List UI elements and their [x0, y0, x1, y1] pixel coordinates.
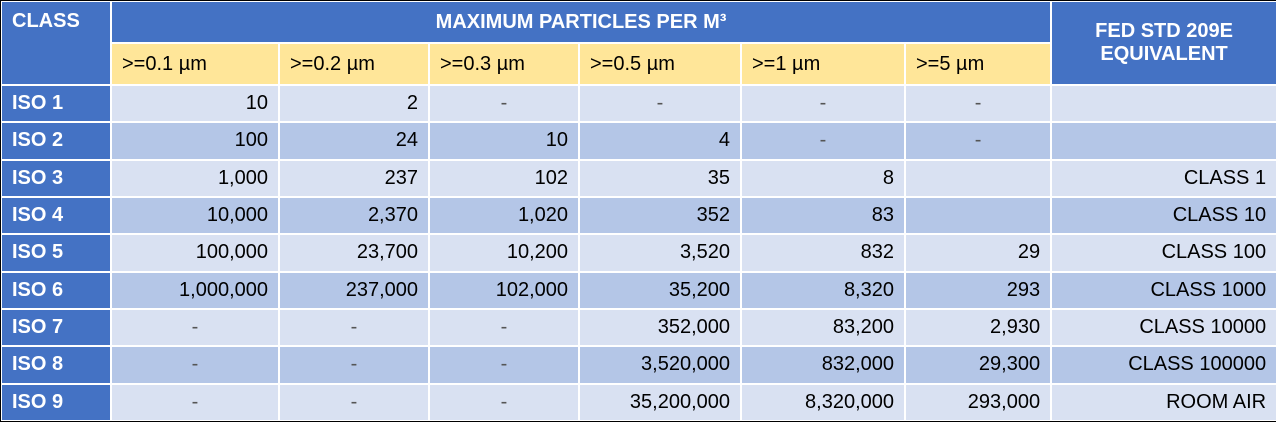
size-header: >=5 µm — [903, 42, 1053, 86]
value-cell: 83 — [740, 195, 906, 236]
data-row: ISO 8- - -3,520,000 832,000 29,300 CLASS 1000… — [0, 345, 1276, 385]
size-header: >=0.3 µm — [428, 42, 580, 86]
value-cell: - — [740, 121, 906, 161]
value-cell: 3,520 — [578, 233, 742, 273]
class-cell: ISO 4 — [0, 195, 112, 236]
value-cell: 102 — [428, 158, 580, 198]
value-cell: 24 — [278, 121, 430, 161]
value-cell: 2,930 — [903, 307, 1053, 348]
value-cell: - — [110, 345, 280, 385]
value-cell: - — [278, 345, 430, 385]
equivalent-cell — [1050, 83, 1276, 124]
class-cell: ISO 3 — [0, 158, 112, 198]
class-cell: ISO 7 — [0, 307, 112, 348]
data-row: ISO 6 1,000,000 237,000 102,000 35,200 8,320 2… — [0, 270, 1276, 310]
size-row: >=0.1 µm >=0.2 µm >=0.3 µm >=0.5 µm >=1 µm >=… — [1, 42, 1276, 86]
value-cell: 352 — [578, 195, 742, 236]
value-cell: 10,200 — [428, 233, 580, 273]
data-row: ISO 5 100,000 23,700 10,200 3,520 832 29 CLASS … — [0, 233, 1276, 273]
value-cell: 29 — [903, 233, 1053, 273]
class-cell: ISO 5 — [0, 233, 112, 273]
size-header: >=1 µm — [740, 42, 906, 86]
data-row: ISO 7- - -352,000 83,200 2,930 CLASS 10000 — [0, 307, 1276, 348]
value-cell: 8,320,000 — [740, 382, 906, 422]
value-cell: - — [278, 382, 430, 422]
value-cell: 10 — [110, 83, 280, 124]
value-cell: 352,000 — [578, 307, 742, 348]
value-cell — [903, 195, 1053, 236]
value-cell: 8,320 — [740, 270, 906, 310]
value-cell: - — [740, 83, 906, 124]
value-cell: 832 — [740, 233, 906, 273]
size-header: >=0.2 µm — [278, 42, 430, 86]
value-cell: 293 — [903, 270, 1053, 310]
value-cell: 832,000 — [740, 345, 906, 385]
value-cell: 102,000 — [428, 270, 580, 310]
data-row: ISO 4 10,000 2,370 1,020 352 83 CLASS 10 — [0, 195, 1276, 236]
value-cell: 83,200 — [740, 307, 906, 348]
equivalent-cell: CLASS 100 — [1050, 233, 1276, 273]
value-cell: - — [428, 345, 580, 385]
data-row: ISO 9- - -35,200,000 8,320,000 293,000 ROOM A… — [0, 382, 1276, 422]
equivalent-header: FED STD 209E EQUIVALENT — [1050, 0, 1276, 86]
value-cell: - — [428, 83, 580, 124]
value-cell: 35,200,000 — [578, 382, 742, 422]
class-cell: ISO 9 — [0, 382, 112, 422]
value-cell: 2,370 — [278, 195, 430, 236]
class-header: CLASS — [0, 0, 112, 86]
value-cell: 1,000 — [110, 158, 280, 198]
value-cell: 237 — [278, 158, 430, 198]
data-row: ISO 1 10 2- - - - — [0, 83, 1276, 124]
value-cell: - — [110, 307, 280, 348]
value-cell: 237,000 — [278, 270, 430, 310]
value-cell: 29,300 — [903, 345, 1053, 385]
value-cell: 10 — [428, 121, 580, 161]
value-cell: 3,520,000 — [578, 345, 742, 385]
value-cell — [903, 158, 1053, 198]
equivalent-line: EQUIVALENT — [1100, 43, 1228, 65]
value-cell: 35,200 — [578, 270, 742, 310]
value-cell: - — [578, 83, 742, 124]
value-cell: - — [428, 382, 580, 422]
size-header: >=0.5 µm — [578, 42, 742, 86]
value-cell: 4 — [578, 121, 742, 161]
value-cell: - — [278, 307, 430, 348]
value-cell: 23,700 — [278, 233, 430, 273]
value-cell: 100 — [110, 121, 280, 161]
equivalent-cell: CLASS 10000 — [1050, 307, 1276, 348]
equivalent-cell: CLASS 100000 — [1050, 345, 1276, 385]
table-body: ISO 1 10 2- - - - ISO 2 100 24 10 4- - ISO 3 1,000 237… — [0, 83, 1276, 422]
value-cell: - — [903, 121, 1053, 161]
header-row: CLASS MAXIMUM PARTICLES PER M³ FED STD 2… — [0, 0, 1276, 86]
value-cell: 1,020 — [428, 195, 580, 236]
value-cell: 2 — [278, 83, 430, 124]
class-cell: ISO 2 — [0, 121, 112, 161]
equivalent-cell: ROOM AIR — [1050, 382, 1276, 422]
equivalent-line: FED STD 209E — [1095, 20, 1233, 42]
value-cell: 100,000 — [110, 233, 280, 273]
equivalent-cell: CLASS 1000 — [1050, 270, 1276, 310]
value-cell: 10,000 — [110, 195, 280, 236]
value-cell: - — [428, 307, 580, 348]
value-cell: 35 — [578, 158, 742, 198]
size-header: >=0.1 µm — [110, 42, 280, 86]
class-cell: ISO 8 — [0, 345, 112, 385]
group-header: MAXIMUM PARTICLES PER M³ — [109, 0, 1053, 44]
data-row: ISO 2 100 24 10 4- - — [0, 121, 1276, 161]
equivalent-cell — [1050, 121, 1276, 161]
value-cell: - — [110, 382, 280, 422]
class-cell: ISO 6 — [0, 270, 112, 310]
equivalent-cell: CLASS 10 — [1050, 195, 1276, 236]
data-row: ISO 3 1,000 237 102 35 8 CLASS 1 — [0, 158, 1276, 198]
value-cell: 293,000 — [903, 382, 1053, 422]
value-cell: 1,000,000 — [110, 270, 280, 310]
value-cell: - — [903, 83, 1053, 124]
value-cell: 8 — [740, 158, 906, 198]
equivalent-cell: CLASS 1 — [1050, 158, 1276, 198]
class-cell: ISO 1 — [0, 83, 112, 124]
